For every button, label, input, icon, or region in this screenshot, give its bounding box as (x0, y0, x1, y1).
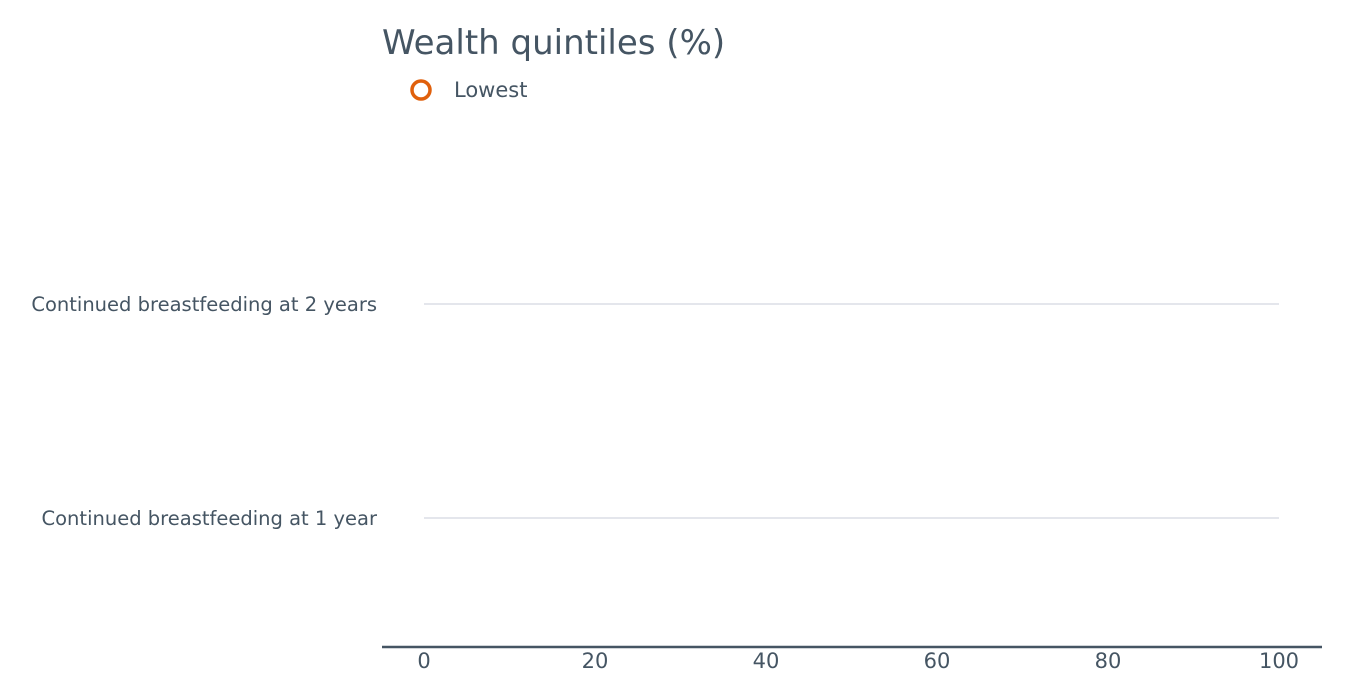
category-label: Continued breastfeeding at 2 years (31, 293, 377, 316)
x-axis-ticks: 0 20 40 60 80 100 (417, 649, 1299, 673)
legend[interactable]: Lowest (410, 78, 527, 102)
chart-title: Wealth quintiles (%) (382, 23, 725, 63)
x-tick-label: 60 (924, 649, 951, 673)
x-tick-label: 0 (417, 649, 430, 673)
x-tick-label: 20 (582, 649, 609, 673)
x-tick-label: 80 (1095, 649, 1122, 673)
legend-marker-0[interactable] (410, 79, 432, 101)
category-rows: Continued breastfeeding at 2 years Contin… (31, 293, 1279, 530)
x-tick-label: 40 (753, 649, 780, 673)
x-tick-label: 100 (1259, 649, 1299, 673)
legend-label-0[interactable]: Lowest (454, 78, 527, 102)
category-label: Continued breastfeeding at 1 year (42, 507, 378, 530)
